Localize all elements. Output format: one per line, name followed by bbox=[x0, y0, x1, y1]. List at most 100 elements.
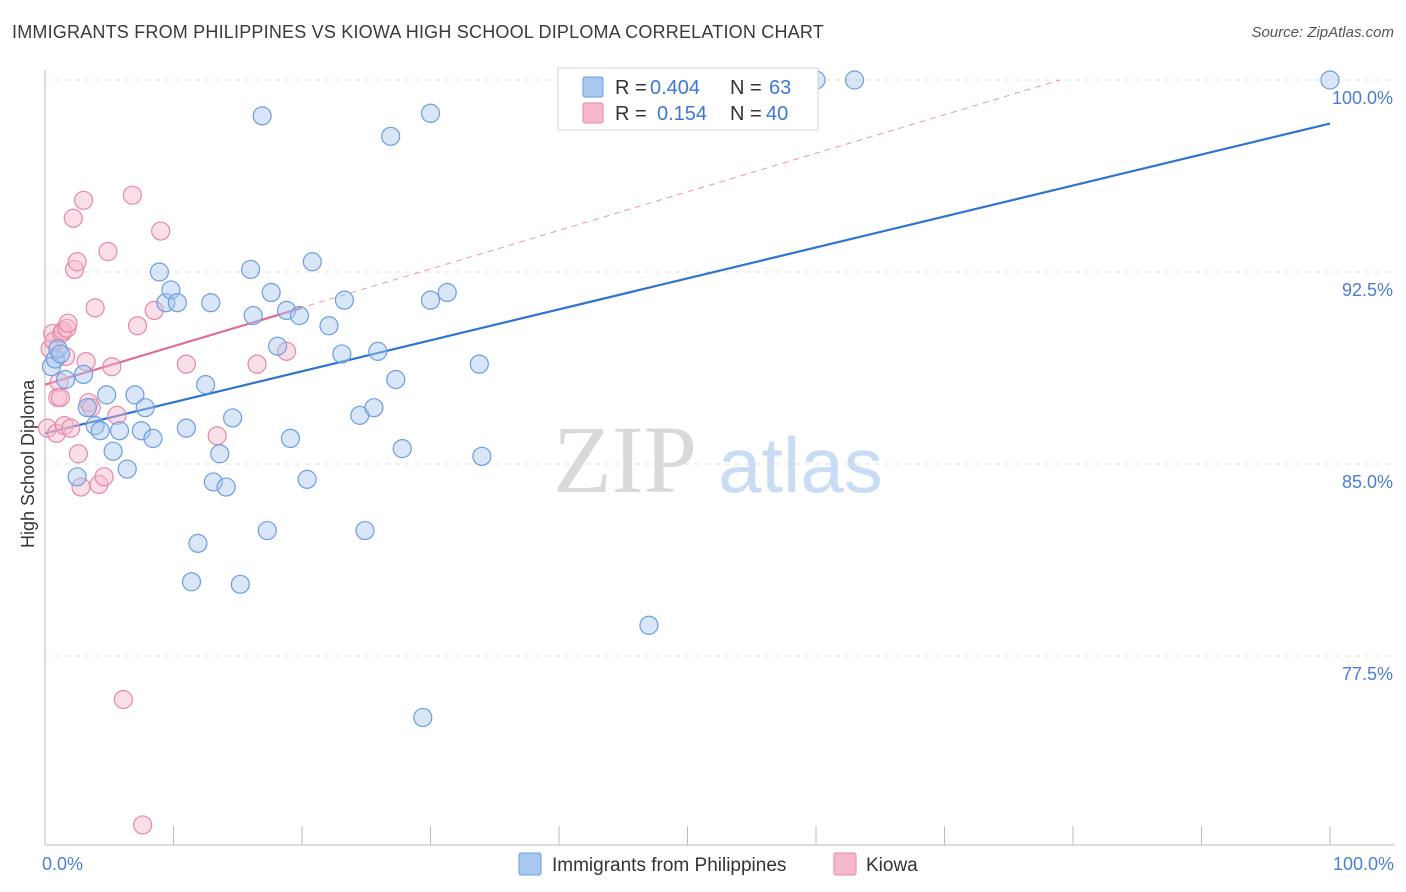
data-point-blue bbox=[188, 533, 208, 553]
data-point-blue bbox=[223, 408, 243, 428]
data-point-blue bbox=[50, 344, 71, 364]
legend-swatch-blue bbox=[582, 76, 604, 98]
data-point-blue bbox=[368, 341, 388, 361]
data-point-pink bbox=[63, 208, 83, 228]
legend-n-value-pink: 40 bbox=[766, 103, 788, 125]
data-point-blue bbox=[267, 336, 288, 356]
data-point-blue bbox=[257, 520, 277, 541]
data-point-blue bbox=[332, 344, 352, 364]
legend-r-value-blue: 0.404 bbox=[650, 77, 700, 99]
data-point-pink bbox=[37, 418, 58, 438]
data-point-blue bbox=[297, 469, 317, 489]
data-point-blue bbox=[276, 300, 297, 320]
data-point-pink bbox=[276, 341, 297, 361]
data-point-pink bbox=[151, 221, 171, 241]
data-point-blue bbox=[334, 290, 355, 310]
data-point-blue bbox=[261, 282, 281, 303]
legend-r-value-pink: 0.154 bbox=[657, 103, 707, 125]
grid-layer bbox=[45, 79, 1395, 657]
data-point-pink bbox=[68, 444, 89, 464]
data-point-blue bbox=[639, 615, 659, 635]
data-point-pink bbox=[113, 689, 133, 710]
data-point-blue bbox=[97, 385, 117, 405]
bottom-legend-label-pink: Kiowa bbox=[866, 855, 918, 876]
data-point-blue bbox=[117, 459, 137, 479]
data-point-blue bbox=[167, 293, 187, 313]
data-point-blue bbox=[73, 364, 94, 384]
data-point-blue bbox=[280, 428, 301, 448]
data-point-pink bbox=[61, 418, 81, 438]
data-point-blue bbox=[67, 467, 87, 487]
data-point-blue bbox=[413, 707, 433, 728]
data-point-pink bbox=[247, 354, 267, 374]
axis-layer bbox=[44, 70, 1395, 846]
data-point-pink bbox=[144, 300, 164, 320]
data-point-blue bbox=[48, 339, 68, 359]
data-point-blue bbox=[103, 441, 123, 461]
legend: R = 0.404 N = 63 R = 0.154 N = 40 bbox=[557, 67, 819, 131]
data-point-blue bbox=[156, 293, 176, 313]
data-point-blue bbox=[289, 305, 310, 326]
data-point-blue bbox=[437, 282, 457, 303]
data-point-blue bbox=[364, 398, 384, 418]
data-point-blue bbox=[143, 428, 163, 448]
data-point-blue bbox=[252, 106, 272, 126]
y-tick-label: 100.0% bbox=[1332, 88, 1393, 108]
data-point-blue bbox=[355, 520, 375, 541]
data-point-blue bbox=[472, 446, 492, 466]
chart-source: Source: ZipAtlas.com bbox=[1251, 24, 1394, 41]
data-point-blue bbox=[203, 472, 223, 492]
data-point-blue bbox=[302, 252, 322, 272]
y-tick-label: 92.5% bbox=[1342, 280, 1393, 300]
data-point-pink bbox=[98, 241, 118, 262]
bottom-legend-label-blue: Immigrants from Philippines bbox=[552, 855, 786, 876]
watermark-zip: ZIP bbox=[553, 406, 697, 513]
data-point-blue bbox=[131, 421, 151, 441]
data-point-blue bbox=[469, 354, 489, 374]
data-point-blue bbox=[85, 416, 105, 436]
data-point-pink bbox=[133, 815, 153, 835]
data-point-pink bbox=[122, 185, 142, 205]
legend-r-label: R = bbox=[615, 103, 647, 125]
data-point-blue bbox=[109, 421, 130, 441]
data-point-blue bbox=[230, 574, 250, 594]
data-point-pink bbox=[94, 467, 114, 487]
data-point-pink bbox=[85, 298, 105, 318]
tick-label-layer: 77.5% 85.0% 92.5% 100.0% 0.0% 100.0% bbox=[42, 88, 1394, 874]
legend-n-value-blue: 63 bbox=[769, 77, 791, 99]
y-tick-label: 85.0% bbox=[1342, 472, 1393, 492]
legend-r-label: R = bbox=[615, 77, 647, 99]
data-point-blue bbox=[420, 103, 441, 123]
data-point-blue bbox=[844, 70, 865, 90]
bottom-legend-swatch-pink bbox=[833, 852, 857, 876]
data-point-blue bbox=[196, 375, 216, 395]
data-point-pink bbox=[207, 426, 227, 446]
data-point-blue bbox=[216, 477, 236, 497]
data-point-pink bbox=[50, 387, 71, 408]
data-point-blue bbox=[90, 421, 110, 441]
legend-swatch-pink bbox=[582, 102, 604, 124]
data-point-blue bbox=[243, 305, 263, 326]
data-point-pink bbox=[107, 405, 127, 425]
points-layer bbox=[37, 70, 1340, 835]
data-point-pink bbox=[73, 190, 94, 210]
data-point-pink bbox=[64, 259, 85, 280]
data-point-blue bbox=[55, 369, 76, 390]
data-point-blue bbox=[125, 385, 145, 405]
trend-line-pink bbox=[44, 306, 303, 386]
data-point-blue bbox=[201, 293, 221, 313]
trend-layer bbox=[44, 79, 1331, 435]
data-point-pink bbox=[58, 313, 78, 333]
data-point-blue bbox=[181, 572, 202, 592]
data-point-pink bbox=[127, 316, 148, 336]
data-point-blue bbox=[386, 369, 406, 390]
x-tick-label: 0.0% bbox=[42, 854, 83, 874]
chart-title: IMMIGRANTS FROM PHILIPPINES VS KIOWA HIG… bbox=[12, 22, 824, 42]
data-point-pink bbox=[46, 423, 67, 443]
trend-line-blue bbox=[44, 122, 1331, 435]
x-tick-label: 100.0% bbox=[1333, 854, 1394, 874]
bottom-legend-swatch-blue bbox=[518, 852, 542, 876]
data-point-pink bbox=[102, 357, 122, 377]
data-point-blue bbox=[420, 290, 441, 310]
